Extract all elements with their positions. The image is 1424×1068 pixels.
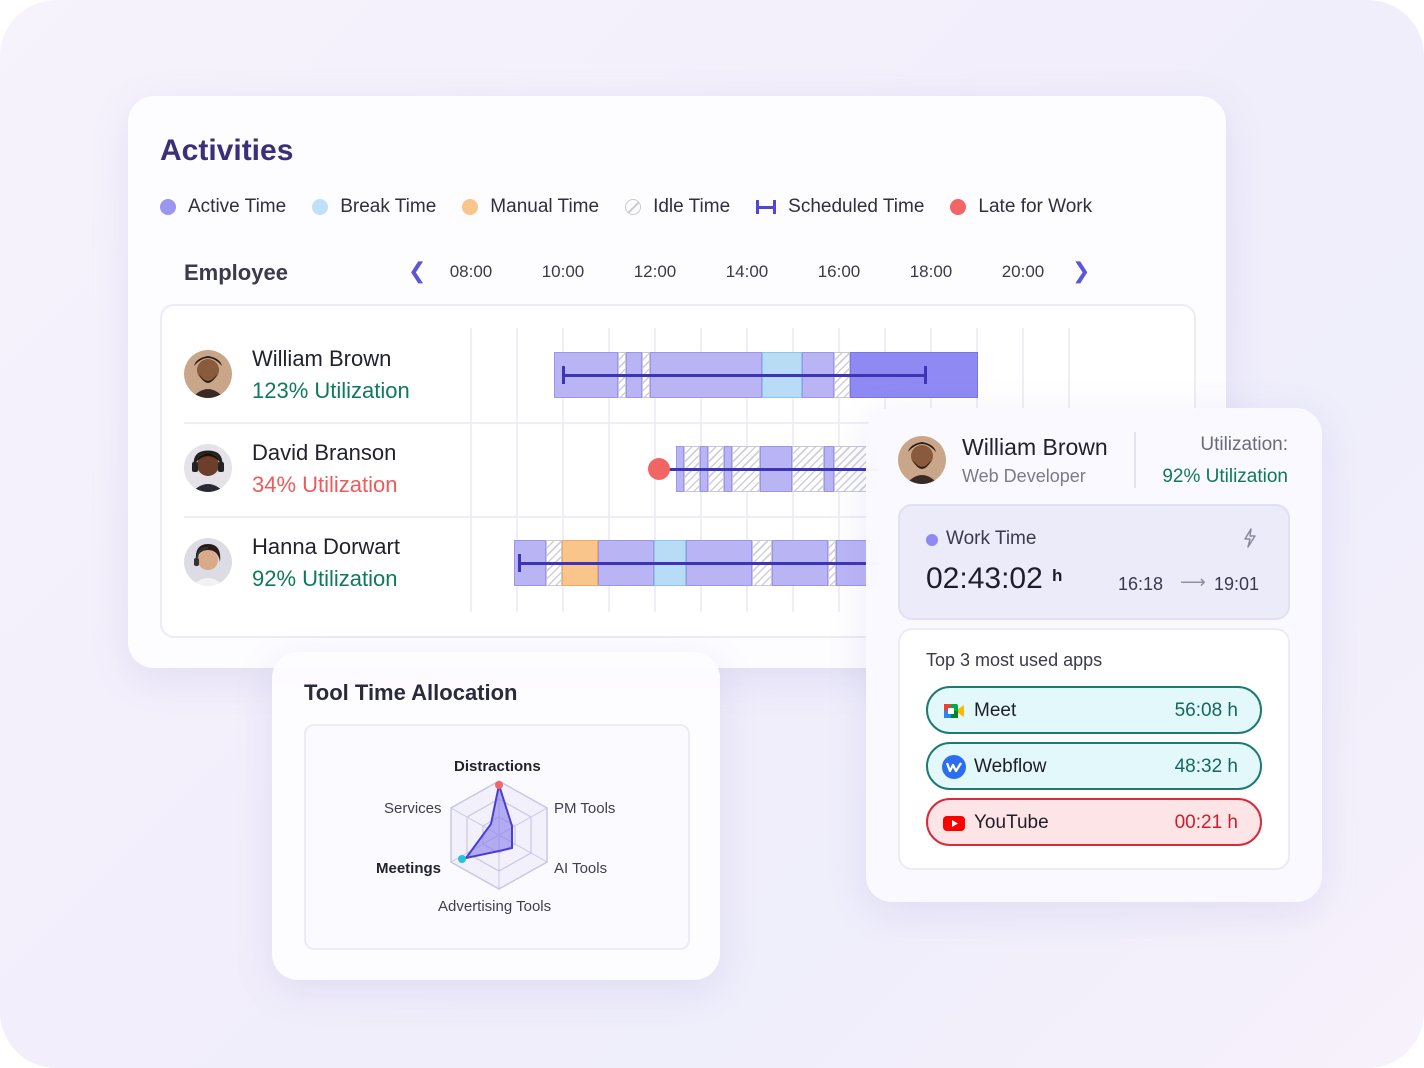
radar-svg (450, 780, 548, 890)
scheduled-time-icon (756, 200, 777, 214)
scheduled-time-line (658, 468, 878, 471)
time-tick: 10:00 (541, 262, 585, 281)
scheduled-time-line (564, 374, 926, 377)
employee-name: David Branson (252, 440, 397, 465)
employee-row-william[interactable]: William Brown 123% Utilization (184, 328, 464, 418)
top-apps-title: Top 3 most used apps (926, 650, 1103, 670)
axis-label-pm-tools: PM Tools (554, 800, 616, 817)
avatar (898, 436, 946, 484)
app-time: 00:21 h (1174, 812, 1238, 833)
axis-label-ai-tools: AI Tools (554, 860, 608, 877)
scheduled-start-cap (562, 366, 565, 384)
arrow-right-icon: ⟶ (1180, 572, 1206, 592)
app-item-youtube[interactable]: YouTube 00:21 h (926, 798, 1262, 846)
employee-row-david[interactable]: David Branson 34% Utilization (184, 422, 464, 512)
activities-title: Activities (160, 134, 294, 167)
employee-name: Hanna Dorwart (252, 534, 400, 559)
work-start-time: 16:18 (1118, 574, 1164, 594)
scheduled-time-line (520, 562, 880, 565)
legend-idle-time: Idle Time (625, 196, 730, 218)
avatar (184, 538, 232, 586)
avatar (184, 350, 232, 398)
work-end-time: 19:01 (1214, 574, 1260, 594)
late-for-work-icon[interactable] (648, 458, 670, 480)
work-time-value: 02:43:02 (926, 562, 1043, 595)
work-time-label: Work Time (946, 528, 1037, 549)
webflow-icon (942, 755, 966, 779)
time-tick: 12:00 (633, 262, 677, 281)
late-for-work-dot-icon (950, 199, 967, 215)
divider (1134, 432, 1136, 488)
scheduled-end-cap (924, 366, 927, 384)
app-name: YouTube (974, 812, 1049, 833)
chevron-left-icon[interactable]: ❮ (408, 258, 427, 283)
utilization-value: 92% Utilization (1162, 466, 1288, 487)
work-time-panel: Work Time 02:43:02 h 16:18 ⟶ 19:01 (898, 504, 1290, 620)
employee-detail-card: William Brown Web Developer Utilization:… (866, 408, 1322, 902)
work-time-unit: h (1052, 566, 1063, 585)
chevron-right-icon[interactable]: ❯ (1072, 258, 1091, 283)
time-tick: 18:00 (909, 262, 953, 281)
app-time: 56:08 h (1174, 700, 1238, 721)
detail-employee-role: Web Developer (962, 466, 1086, 486)
youtube-icon (942, 811, 966, 835)
legend-late-for-work: Late for Work (950, 196, 1092, 218)
app-item-webflow[interactable]: Webflow 48:32 h (926, 742, 1262, 790)
time-tick: 08:00 (449, 262, 493, 281)
top-apps-panel: Top 3 most used apps Meet 56:08 h Webflo… (898, 628, 1290, 870)
active-time-dot-icon (160, 199, 176, 215)
scheduled-start-cap (518, 554, 521, 572)
axis-label-advertising-tools: Advertising Tools (438, 898, 552, 915)
avatar (184, 444, 232, 492)
employee-utilization: 34% Utilization (252, 472, 398, 497)
legend: Active Time Break Time Manual Time Idle … (160, 196, 1118, 218)
detail-employee-name: William Brown (962, 434, 1108, 460)
axis-label-meetings: Meetings (376, 860, 442, 877)
time-tick: 16:00 (817, 262, 861, 281)
legend-break-time: Break Time (312, 196, 436, 218)
time-tick: 20:00 (1001, 262, 1045, 281)
legend-scheduled-time: Scheduled Time (756, 196, 924, 218)
time-tick: 14:00 (725, 262, 769, 281)
meet-icon (942, 699, 966, 723)
axis-label-services: Services (384, 800, 442, 817)
axis-label-distractions: Distractions (454, 758, 541, 775)
legend-manual-time: Manual Time (462, 196, 599, 218)
app-time: 48:32 h (1174, 756, 1238, 777)
app-name: Webflow (974, 756, 1047, 777)
employee-row-hanna[interactable]: Hanna Dorwart 92% Utilization (184, 516, 464, 606)
work-time-dot-icon (926, 534, 938, 546)
break-time-dot-icon (312, 199, 329, 215)
app-name: Meet (974, 700, 1017, 721)
employee-utilization: 123% Utilization (252, 378, 410, 403)
employee-name: William Brown (252, 346, 392, 371)
app-item-meet[interactable]: Meet 56:08 h (926, 686, 1262, 734)
tool-time-allocation-card: Tool Time Allocation Distractions PM Too… (272, 652, 720, 980)
idle-time-icon (625, 199, 642, 215)
radar-chart: Distractions PM Tools AI Tools Advertisi… (304, 724, 690, 950)
utilization-label: Utilization: (1200, 434, 1288, 455)
tool-title: Tool Time Allocation (304, 680, 518, 705)
manual-time-dot-icon (462, 199, 479, 215)
employee-utilization: 92% Utilization (252, 566, 398, 591)
employee-column-label: Employee (184, 260, 288, 285)
activities-card: Activities Active Time Break Time Manual… (128, 96, 1226, 668)
lightning-icon[interactable] (1242, 528, 1258, 553)
legend-active-time: Active Time (160, 196, 286, 218)
